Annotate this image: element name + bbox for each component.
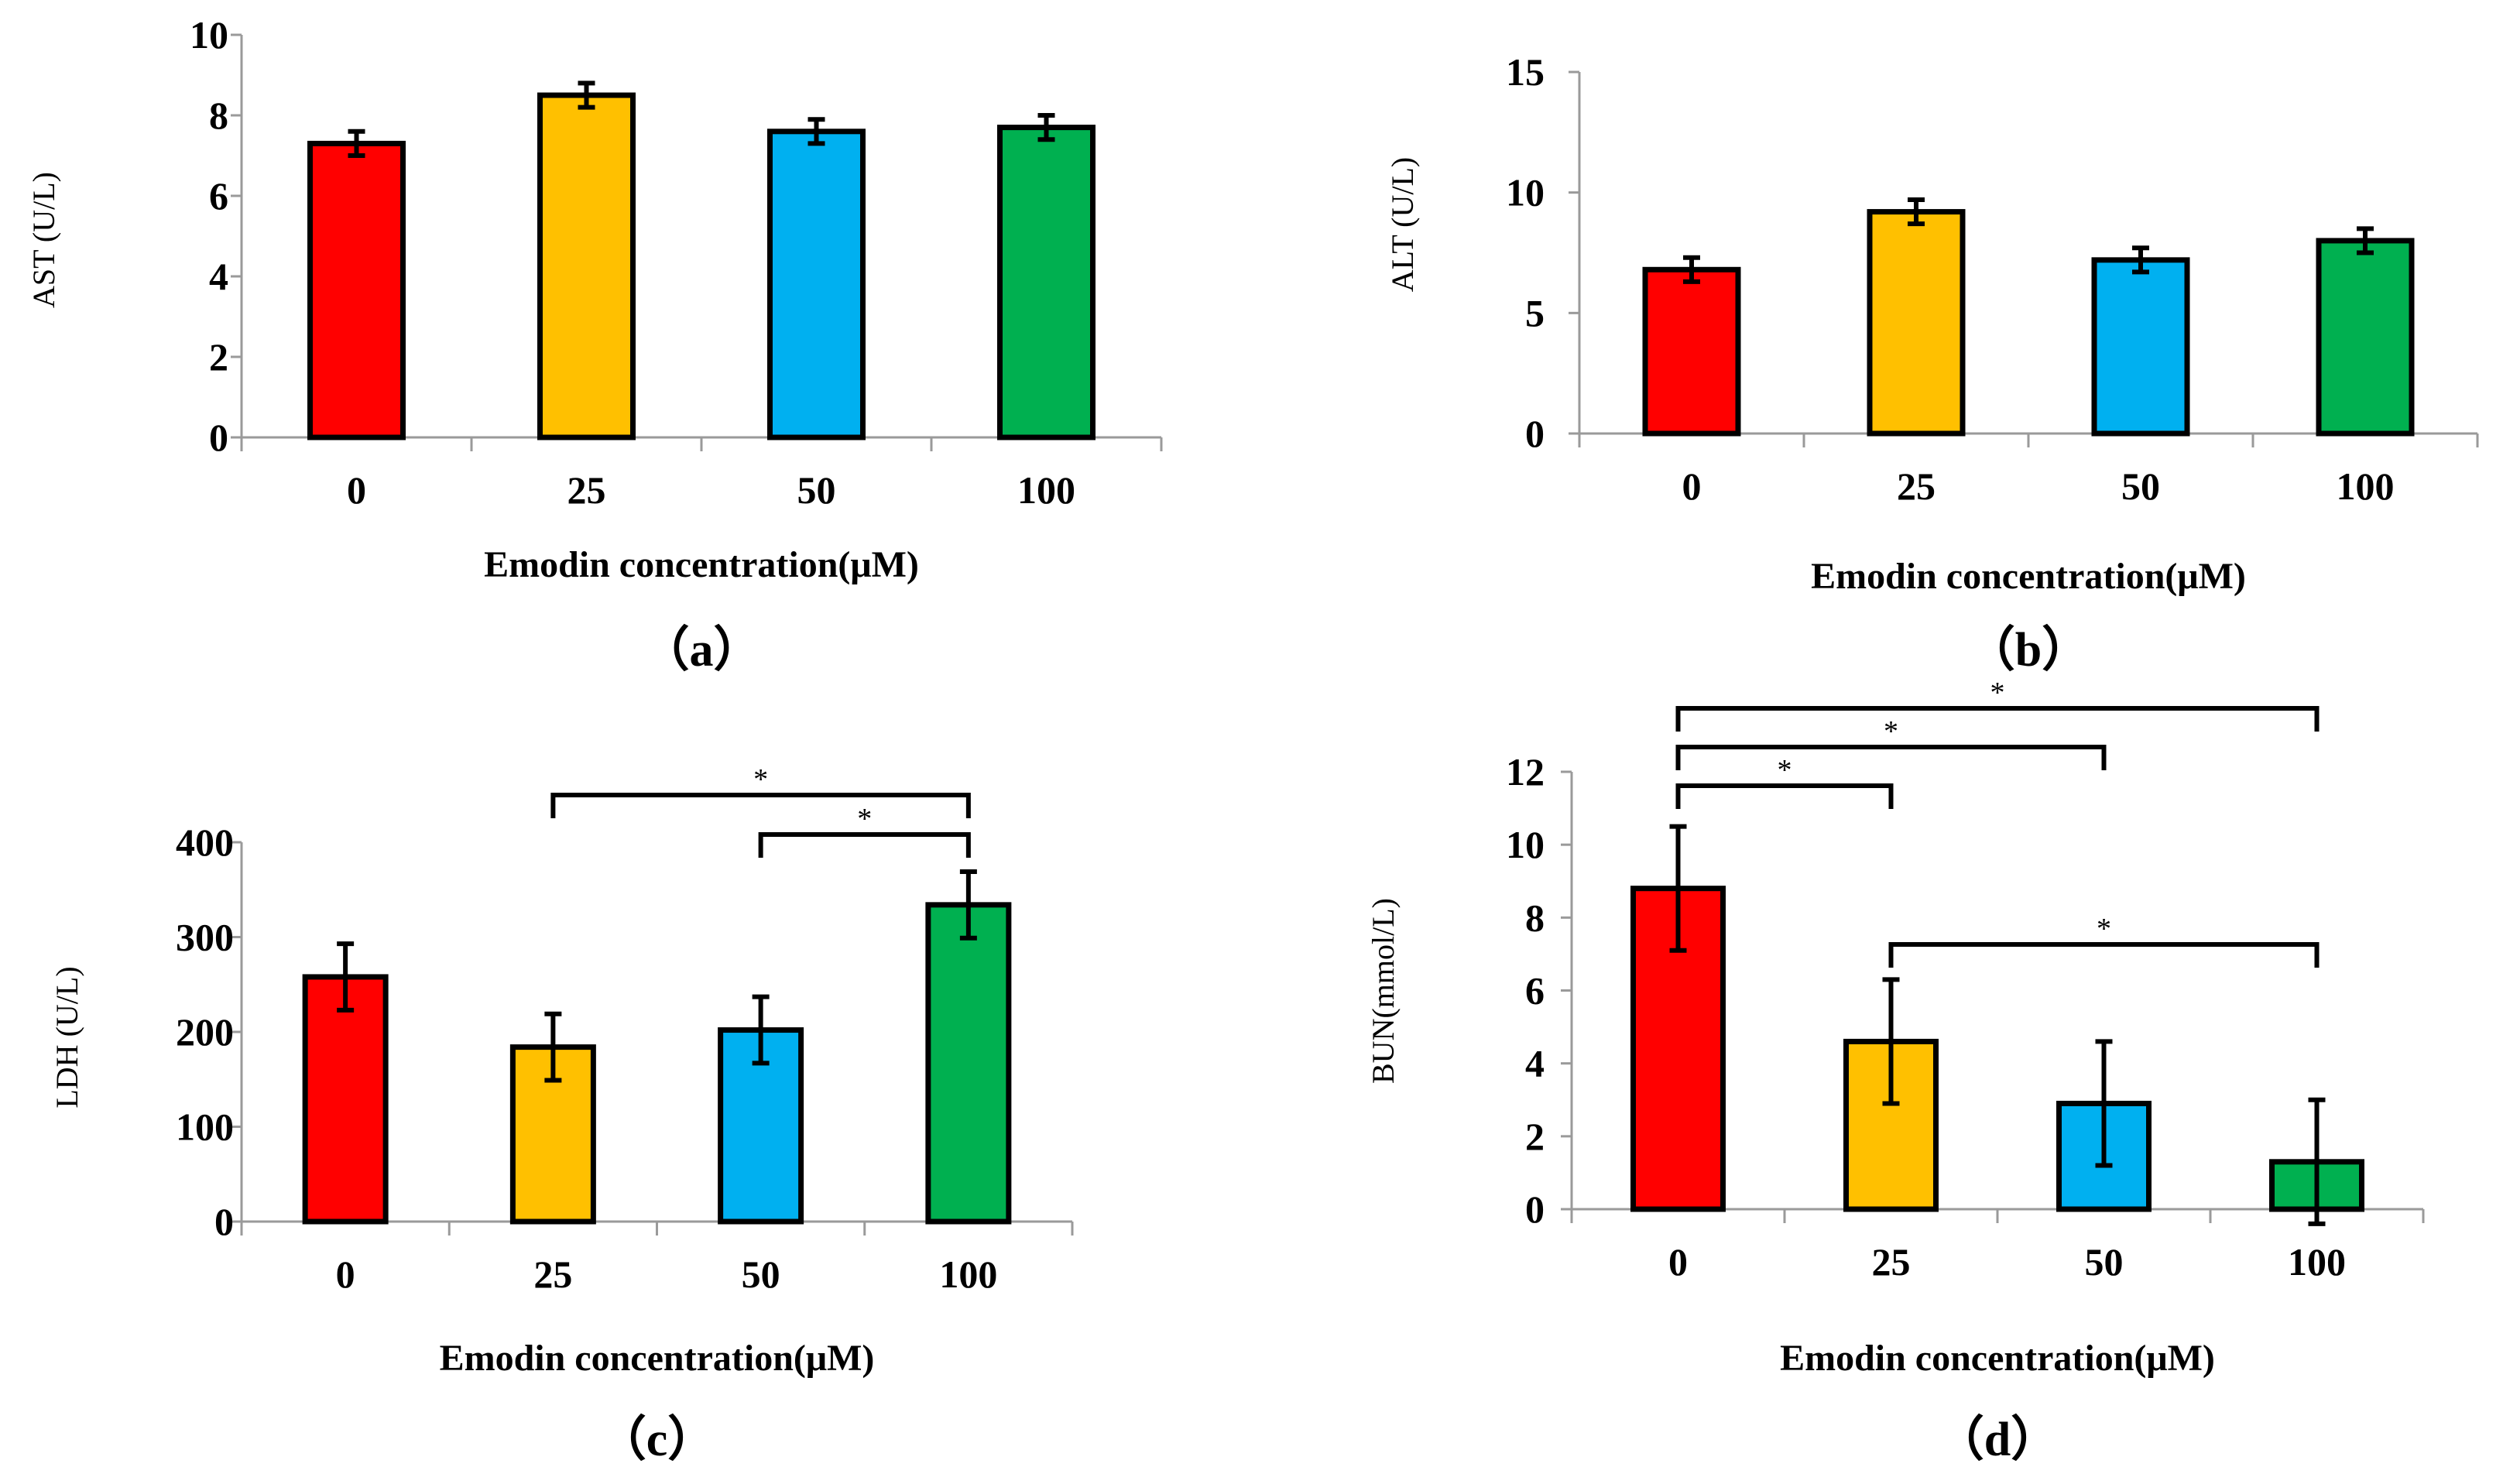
y-axis-title: LDH (U/L): [50, 966, 84, 1108]
bar-100: [925, 902, 1012, 1225]
y-tick-label: 10: [1506, 823, 1545, 866]
x-tick-label: 50: [2085, 1240, 2124, 1284]
y-axis-title: ALT (U/L): [1385, 157, 1420, 292]
x-tick-label: 0: [336, 1253, 355, 1296]
significance-bracket: [1675, 745, 2107, 770]
x-tick-label: 50: [797, 468, 836, 512]
x-axis-title: Emodin concentration(μM): [440, 1338, 875, 1379]
y-tick-label: 6: [209, 174, 228, 218]
significance-star: *: [753, 763, 768, 796]
x-axis-title: Emodin concentration(μM): [1780, 1338, 2215, 1379]
significance-star: *: [1778, 754, 1792, 787]
y-tick-label: 300: [176, 916, 234, 959]
x-tick-label: 0: [1668, 1240, 1688, 1284]
y-tick-label: 0: [209, 416, 228, 459]
y-tick-label: 8: [209, 94, 228, 137]
significance-bracket: [1675, 783, 1894, 809]
y-tick-label: 12: [1506, 750, 1545, 793]
y-tick-label: 2: [209, 335, 228, 379]
y-tick-label: 200: [176, 1010, 234, 1054]
bar-25: [1867, 209, 1966, 437]
x-tick-label: 0: [1682, 464, 1702, 508]
significance-bracket: [1888, 942, 2320, 968]
x-axis-title: Emodin concentration(μM): [1811, 556, 2246, 597]
y-tick-label: 15: [1506, 50, 1545, 94]
x-tick-label: 100: [1017, 468, 1075, 512]
significance-bracket: [550, 793, 971, 818]
chart-panel-c: 0 100 200 300 400 0 25 50 100 * * LDH (U/L) Emodin c…: [50, 763, 1074, 1466]
bar-0: [307, 140, 406, 440]
x-tick-label: 100: [2337, 464, 2395, 508]
y-tick-label: 0: [1525, 412, 1545, 455]
x-tick-label: 25: [1897, 464, 1936, 508]
y-tick-label: 100: [176, 1105, 234, 1149]
y-axis-title: AST (U/L): [26, 172, 61, 308]
y-tick-label: 6: [1525, 969, 1545, 1013]
significance-bracket: [1675, 706, 2320, 732]
bar-0: [302, 974, 389, 1225]
significance-star: *: [2097, 913, 2111, 945]
significance-star: *: [857, 803, 872, 835]
bar-100: [2316, 238, 2415, 437]
y-tick-label: 10: [1506, 171, 1545, 214]
bar-50: [2091, 257, 2190, 437]
significance-bracket: [758, 832, 971, 858]
y-tick-label: 0: [1525, 1188, 1545, 1231]
y-tick-label: 10: [190, 13, 228, 57]
bar-25: [537, 92, 636, 440]
bar-0: [1642, 266, 1741, 437]
panel-label: （b）: [1967, 622, 2090, 677]
x-tick-label: 100: [2288, 1240, 2346, 1284]
x-tick-label: 25: [567, 468, 606, 512]
panel-label: （a）: [641, 622, 761, 677]
y-tick-label: 4: [1525, 1042, 1545, 1085]
bar-100: [997, 125, 1095, 440]
x-tick-label: 50: [742, 1253, 780, 1296]
y-tick-label: 400: [176, 821, 234, 864]
significance-star: *: [1990, 677, 2005, 709]
x-tick-label: 25: [533, 1253, 572, 1296]
x-tick-label: 100: [939, 1253, 997, 1296]
x-tick-label: 25: [1872, 1240, 1911, 1284]
bar-50: [767, 129, 866, 440]
significance-star: *: [1884, 715, 1898, 748]
y-axis-title: BUN(mmol/L): [1366, 898, 1401, 1084]
y-tick-label: 5: [1525, 291, 1545, 334]
x-axis-title: Emodin concentration(μM): [484, 544, 919, 585]
y-tick-label: 2: [1525, 1115, 1545, 1158]
chart-panel-d: 0 2 4 6 8 10 12 0 25 50 100 * * * * BUN(mmol/L) Emodin c…: [1366, 677, 2425, 1466]
panel-label: （d）: [1936, 1412, 2059, 1466]
y-tick-label: 0: [214, 1200, 234, 1243]
chart-panel-b: 0 5 10 15 0 25 50 100 ALT (U/L) Emodin concentrat…: [1385, 50, 2479, 677]
panel-label: （c）: [598, 1412, 716, 1466]
y-tick-label: 8: [1525, 896, 1545, 939]
x-tick-label: 50: [2121, 464, 2160, 508]
x-tick-label: 0: [347, 468, 366, 512]
y-tick-label: 4: [209, 255, 228, 298]
